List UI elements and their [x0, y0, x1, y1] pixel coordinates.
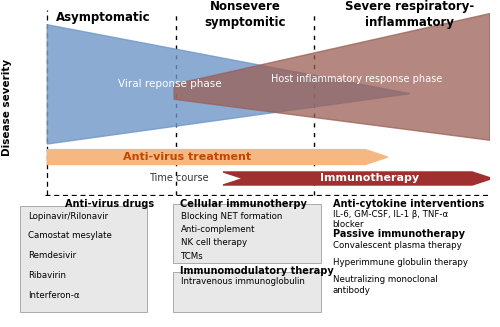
Text: Hyperimmune globulin therapy: Hyperimmune globulin therapy: [332, 258, 468, 267]
Text: Camostat mesylate: Camostat mesylate: [28, 231, 112, 240]
FancyBboxPatch shape: [173, 272, 321, 312]
Text: Immunomodulatory therapy: Immunomodulatory therapy: [180, 266, 334, 276]
Text: NK cell therapy: NK cell therapy: [180, 238, 247, 247]
Text: Nonsevere
symptomitic: Nonsevere symptomitic: [204, 0, 286, 29]
Text: Lopinavir/Rilonavir: Lopinavir/Rilonavir: [28, 212, 108, 220]
Text: Host inflammatory response phase: Host inflammatory response phase: [271, 74, 442, 84]
Text: Cellular immunotherpy: Cellular immunotherpy: [180, 199, 306, 209]
Text: Remdesivir: Remdesivir: [28, 251, 76, 260]
Text: Severe respiratory-
inflammatory: Severe respiratory- inflammatory: [346, 0, 474, 29]
Text: Interferon-α: Interferon-α: [28, 291, 80, 300]
Text: Intravenous immunoglobulin: Intravenous immunoglobulin: [180, 277, 304, 285]
FancyBboxPatch shape: [173, 204, 321, 263]
Text: Anti-cytokine interventions: Anti-cytokine interventions: [332, 199, 484, 209]
FancyBboxPatch shape: [20, 206, 147, 312]
Text: Immunotherapy: Immunotherapy: [320, 174, 420, 183]
Text: IL-6, GM-CSF, IL-1 β, TNF-α: IL-6, GM-CSF, IL-1 β, TNF-α: [332, 210, 448, 219]
Text: Anti-virus drugs: Anti-virus drugs: [64, 199, 154, 209]
Text: TCMs: TCMs: [180, 252, 204, 261]
Text: Anti-virus treatment: Anti-virus treatment: [124, 152, 252, 162]
Text: Disease severity: Disease severity: [2, 59, 12, 157]
Polygon shape: [174, 13, 490, 140]
Text: Viral reponse phase: Viral reponse phase: [118, 79, 222, 89]
Text: Anti-complement: Anti-complement: [180, 225, 255, 234]
Text: Ribavirin: Ribavirin: [28, 271, 66, 280]
Polygon shape: [47, 25, 410, 144]
Text: Passive immunotherapy: Passive immunotherapy: [332, 229, 464, 239]
Text: Convalescent plasma therapy: Convalescent plasma therapy: [332, 241, 462, 250]
Text: Blocking NET formation: Blocking NET formation: [180, 212, 282, 220]
Text: Asymptomatic: Asymptomatic: [56, 11, 150, 24]
Polygon shape: [223, 172, 492, 185]
Text: Time course: Time course: [148, 174, 208, 183]
Text: Neutralizing monoclonal
antibody: Neutralizing monoclonal antibody: [332, 275, 438, 295]
Polygon shape: [47, 150, 388, 164]
Text: blocker: blocker: [332, 220, 364, 230]
